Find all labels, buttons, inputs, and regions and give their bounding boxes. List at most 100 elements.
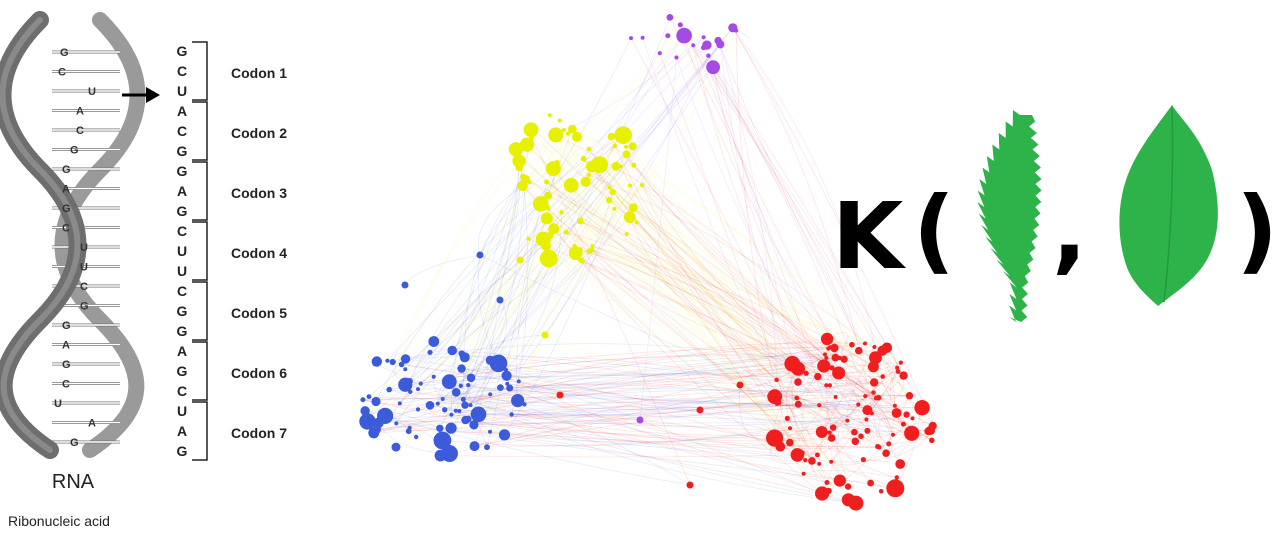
network-edge	[399, 44, 721, 404]
network-node	[516, 379, 521, 384]
network-node	[875, 394, 882, 401]
network-node	[870, 378, 879, 387]
network-edge	[420, 184, 643, 384]
network-node	[540, 212, 553, 225]
strand-base-letter: G	[62, 203, 71, 215]
network-edge	[474, 395, 910, 447]
kernel-function-symbol: K	[832, 183, 907, 290]
network-edge	[390, 368, 462, 416]
network-edge	[591, 166, 848, 421]
network-node	[607, 132, 616, 141]
network-node	[428, 336, 440, 347]
network-node	[827, 434, 836, 442]
network-edge	[789, 372, 839, 443]
network-edge	[528, 238, 781, 447]
network-edge	[429, 404, 872, 427]
network-node	[546, 232, 554, 240]
network-node	[505, 381, 510, 386]
network-node	[665, 33, 671, 39]
network-edge	[479, 254, 894, 436]
network-edge	[712, 67, 929, 432]
strand-base-letter: G	[62, 359, 71, 371]
network-edge	[470, 212, 562, 406]
network-edge	[588, 174, 898, 369]
network-edge	[401, 364, 923, 409]
network-edge	[692, 44, 923, 408]
rna-title: RNA	[52, 471, 95, 493]
network-edge	[396, 423, 871, 484]
network-node	[910, 416, 915, 421]
network-edge	[629, 216, 793, 365]
network-edge	[461, 368, 864, 460]
network-edge	[559, 120, 902, 363]
network-edge	[732, 27, 875, 348]
network-node	[629, 36, 633, 41]
network-edge	[489, 414, 907, 443]
network-edge	[470, 129, 573, 379]
codon-base: C	[177, 223, 187, 239]
network-node	[784, 415, 790, 421]
network-node	[891, 432, 895, 437]
network-node	[895, 459, 906, 469]
network-edge	[563, 129, 587, 222]
network-edge	[531, 137, 691, 486]
network-edge	[362, 399, 880, 448]
network-node	[590, 247, 595, 253]
network-node	[440, 397, 445, 401]
network-edge	[639, 419, 823, 494]
network-edge	[549, 235, 832, 463]
network-edge	[599, 164, 619, 204]
network-edge	[373, 346, 831, 434]
network-edge	[614, 208, 856, 442]
network-node	[867, 479, 874, 487]
network-edge	[546, 181, 813, 462]
network-edge	[478, 413, 931, 431]
network-edge	[846, 375, 904, 421]
network-edge	[410, 391, 877, 409]
network-edge	[818, 382, 875, 464]
network-edge	[478, 371, 899, 418]
network-node	[714, 36, 722, 45]
network-node	[447, 345, 458, 356]
codon-label: Codon 6	[231, 365, 287, 381]
network-edge	[630, 37, 799, 369]
strand-base-letter: C	[80, 281, 88, 293]
network-edge	[451, 35, 685, 351]
network-edge	[543, 238, 875, 348]
network-edge	[552, 168, 880, 448]
network-edge	[583, 158, 849, 487]
codon-base: C	[177, 123, 187, 139]
network-node	[898, 360, 904, 365]
network-node	[848, 495, 864, 511]
network-node	[577, 247, 583, 253]
network-node	[457, 364, 466, 373]
network-edge	[819, 404, 901, 465]
network-edge	[846, 346, 875, 421]
network-edge	[404, 254, 481, 286]
network-node	[580, 155, 587, 162]
network-node	[803, 370, 809, 376]
network-edge	[429, 220, 581, 353]
network-edge	[517, 389, 879, 401]
network-edge	[553, 228, 823, 494]
network-edge	[465, 146, 633, 421]
codon-bracket	[192, 101, 208, 161]
network-edge	[545, 245, 882, 492]
network-node	[449, 412, 454, 417]
network-node	[823, 352, 827, 357]
network-node	[517, 180, 528, 192]
network-edge	[474, 367, 832, 447]
network-node	[899, 371, 908, 380]
network-node	[829, 365, 835, 371]
network-edge	[368, 27, 734, 397]
network-node	[881, 342, 893, 353]
network-node	[544, 179, 550, 185]
network-node	[895, 369, 901, 374]
network-edge	[580, 249, 866, 344]
network-node	[624, 144, 629, 149]
network-node	[894, 475, 899, 480]
network-node	[774, 377, 779, 382]
network-node	[591, 156, 608, 174]
codon-label: Codon 2	[231, 125, 287, 141]
